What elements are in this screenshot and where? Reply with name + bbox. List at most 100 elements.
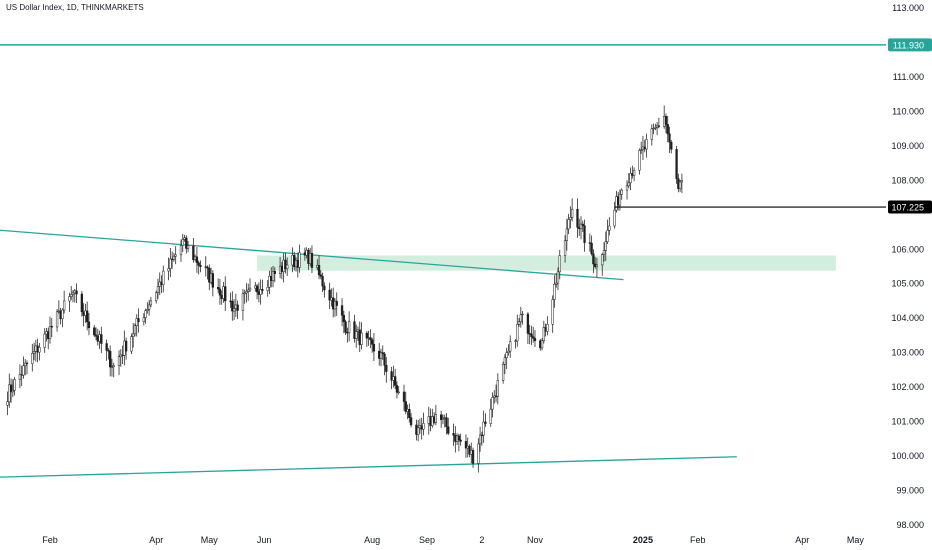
y-tick-label: 105.000 [891, 279, 924, 289]
candle-up [546, 324, 549, 332]
candle-down [526, 313, 530, 334]
candle-down [321, 276, 324, 287]
candle-up [22, 365, 25, 376]
candle-up [259, 289, 262, 295]
candle-down [100, 334, 103, 344]
candle-up [501, 364, 505, 381]
candle-up [567, 219, 570, 230]
candle-down [255, 285, 259, 293]
candle-up [563, 240, 567, 256]
x-tick-label: Apr [795, 535, 809, 545]
trendline [0, 456, 737, 478]
candle-up [355, 331, 358, 339]
candle-up [503, 357, 507, 365]
candle-up [509, 341, 512, 352]
candle-down [457, 435, 461, 441]
resistance-level-label-bg [888, 38, 932, 52]
x-tick-label: Sep [419, 535, 435, 545]
candle-up [55, 311, 59, 328]
candle-down [402, 391, 406, 402]
y-tick-label: 108.000 [891, 175, 924, 185]
candle-down [668, 133, 671, 143]
candle-up [32, 351, 36, 354]
candle-down [192, 245, 195, 261]
candle-up [142, 317, 145, 322]
supply-zone [257, 255, 836, 271]
candle-up [422, 423, 425, 430]
candle-up [521, 313, 524, 316]
candle-up [61, 309, 64, 320]
candle-down [137, 318, 140, 322]
y-tick-label: 106.000 [891, 244, 924, 254]
candle-up [654, 127, 657, 129]
candle-down [530, 333, 533, 338]
candle-up [397, 391, 400, 394]
candle-up [63, 300, 66, 311]
x-tick-label: 2 [479, 535, 484, 545]
candle-down [328, 289, 331, 301]
candle-down [590, 242, 593, 255]
candle-down [675, 149, 678, 179]
y-tick-label: 99.000 [896, 486, 924, 496]
candle-down [261, 289, 264, 291]
candle-up [608, 225, 611, 231]
candle-down [664, 116, 668, 125]
candle-down [218, 288, 222, 296]
candle-up [604, 241, 607, 251]
candle-down [199, 265, 202, 267]
candle-up [146, 309, 149, 311]
candle-down [273, 271, 276, 274]
candle-up [558, 255, 561, 273]
candle-down [657, 125, 661, 127]
candle-up [179, 245, 183, 256]
candle-down [409, 417, 413, 426]
candle-up [640, 149, 643, 151]
candle-down [404, 401, 407, 412]
candle-up [434, 414, 438, 423]
candle-up [248, 287, 252, 291]
candle-up [595, 264, 599, 268]
candle-up [174, 254, 177, 257]
candle-up [632, 169, 636, 176]
x-tick-label: Feb [690, 535, 706, 545]
y-tick-label: 103.000 [891, 348, 924, 358]
candle-up [11, 390, 14, 393]
candle-down [80, 293, 84, 313]
candle-down [365, 332, 368, 339]
y-tick-label: 101.000 [891, 417, 924, 427]
candle-up [43, 333, 46, 348]
x-tick-label: May [201, 535, 219, 545]
y-tick-label: 110.000 [892, 106, 924, 116]
candle-up [629, 173, 632, 184]
candle-up [496, 380, 499, 397]
candle-up [13, 379, 16, 391]
y-tick-label: 100.000 [891, 451, 924, 461]
candle-down [381, 352, 384, 355]
candle-up [555, 282, 558, 285]
candle-down [86, 310, 89, 323]
candle-up [519, 314, 522, 322]
candle-down [284, 259, 287, 269]
candle-up [268, 275, 271, 288]
candle-down [317, 265, 321, 276]
candle-down [581, 223, 584, 226]
candle-down [93, 327, 96, 336]
candle-up [516, 324, 519, 342]
candle-up [627, 182, 630, 187]
candle-up [144, 310, 147, 318]
chart-title: US Dollar Index, 1D, THINKMARKETS [6, 3, 144, 12]
candle-down [369, 337, 372, 341]
candle-up [638, 150, 641, 171]
candle-up [18, 374, 22, 380]
candle-up [130, 336, 133, 352]
y-tick-label: 109.000 [891, 141, 924, 151]
candle-down [25, 362, 29, 365]
candle-down [395, 385, 399, 393]
candle-down [342, 314, 345, 323]
candle-up [112, 365, 115, 368]
candle-down [319, 274, 322, 277]
candle-up [553, 284, 556, 300]
candle-up [579, 223, 583, 230]
